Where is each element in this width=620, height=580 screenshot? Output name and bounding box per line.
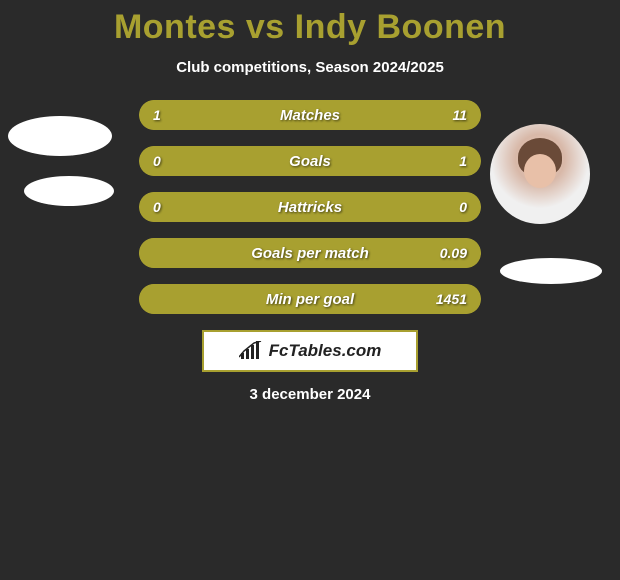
stat-row: Hattricks0 0 [139, 192, 481, 222]
player-left-avatar [8, 116, 112, 156]
player-right-avatar [490, 124, 590, 224]
player-left-club-badge [24, 176, 114, 206]
stat-value-left: 0 [153, 192, 161, 222]
stat-row: Min per goal1451 [139, 284, 481, 314]
player-right-club-badge [500, 258, 602, 284]
stats-list: Matches111Goals01Hattricks00Goals per ma… [139, 100, 481, 314]
stat-row: Goals0 1 [139, 146, 481, 176]
page-title: Montes vs Indy Boonen [0, 8, 620, 47]
stat-row: Matches111 [139, 100, 481, 130]
stat-value-right: 0 [459, 192, 467, 222]
date-line: 3 december 2024 [0, 386, 620, 403]
brand-box[interactable]: FcTables.com [202, 330, 418, 372]
stat-label: Goals per match [139, 238, 481, 268]
stat-label: Matches [139, 100, 481, 130]
stat-label: Min per goal [139, 284, 481, 314]
stat-value-right: 1 [459, 146, 467, 176]
stat-value-left: 0 [153, 146, 161, 176]
stat-row: Goals per match0.09 [139, 238, 481, 268]
stat-label: Goals [139, 146, 481, 176]
brand-text: FcTables.com [269, 341, 382, 361]
comparison-container: Montes vs Indy Boonen Club competitions,… [0, 0, 620, 403]
chart-icon [239, 341, 263, 361]
stat-value-right: 1451 [436, 284, 467, 314]
stat-value-right: 0.09 [440, 238, 467, 268]
stat-label: Hattricks [139, 192, 481, 222]
stat-value-right: 11 [452, 100, 467, 130]
stat-value-left: 1 [153, 100, 161, 130]
subtitle: Club competitions, Season 2024/2025 [0, 59, 620, 76]
